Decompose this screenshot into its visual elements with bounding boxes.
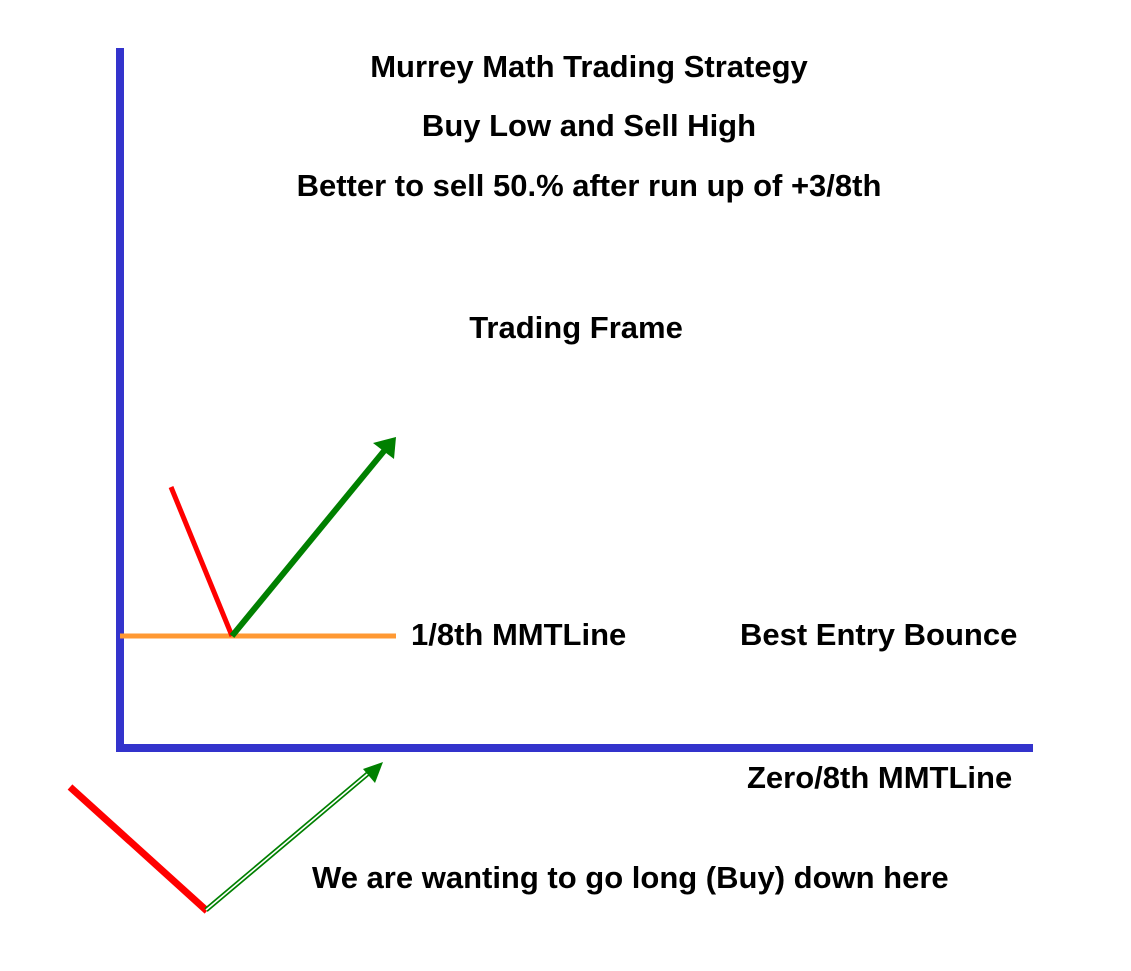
diagram-subtitle: Buy Low and Sell High	[421, 108, 757, 143]
green-outline-up-arrow-icon	[204, 762, 383, 912]
red-decline-line	[168, 486, 235, 637]
diagram-title: Murrey Math Trading Strategy	[370, 49, 808, 84]
diagram-tip: Better to sell 50.% after run up of +3/8…	[296, 168, 882, 203]
zero-eighth-line-label: Zero/8th MMTLine	[747, 760, 1013, 795]
red-decline-below-zero-line	[67, 784, 210, 914]
one-eighth-line-label: 1/8th MMTLine	[411, 617, 627, 652]
trading-frame-label: Trading Frame	[469, 310, 683, 345]
green-up-arrow-icon	[229, 437, 396, 638]
best-entry-label: Best Entry Bounce	[740, 617, 1018, 652]
go-long-note: We are wanting to go long (Buy) down her…	[312, 860, 949, 895]
